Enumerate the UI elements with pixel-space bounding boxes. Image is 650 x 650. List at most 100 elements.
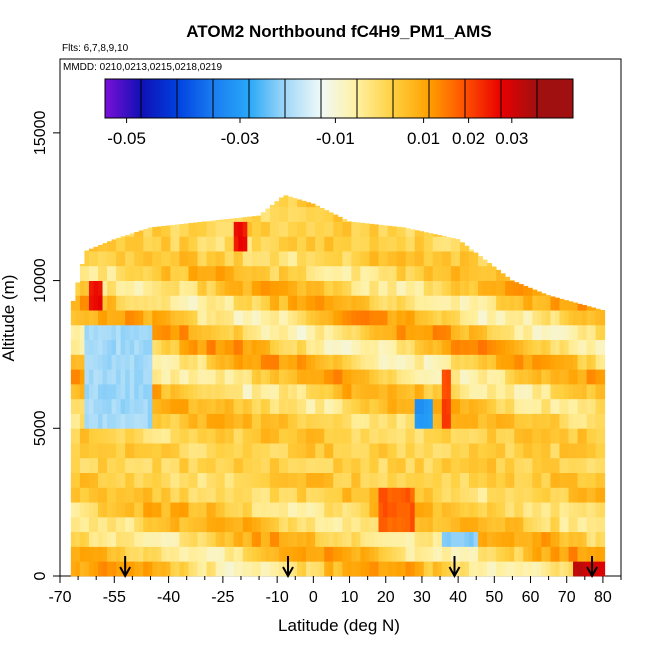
heatmap-cell bbox=[478, 531, 483, 547]
heatmap-cell bbox=[202, 516, 207, 533]
heatmap-cell bbox=[179, 383, 185, 400]
heatmap-cell bbox=[536, 295, 542, 311]
heatmap-cell bbox=[129, 413, 135, 429]
heatmap-cell bbox=[509, 546, 515, 562]
heatmap-cell bbox=[491, 546, 497, 562]
heatmap-cell bbox=[573, 502, 578, 518]
heatmap-cell bbox=[455, 310, 461, 326]
heatmap-cell bbox=[491, 413, 497, 429]
heatmap-cell bbox=[500, 413, 506, 429]
heatmap-cell bbox=[577, 303, 583, 311]
heatmap-cell bbox=[396, 398, 402, 414]
heatmap-cell bbox=[174, 224, 180, 237]
heatmap-cell bbox=[143, 457, 149, 473]
heatmap-cell bbox=[478, 428, 483, 444]
heatmap-cell bbox=[437, 369, 443, 385]
heatmap-cell bbox=[564, 487, 569, 503]
heatmap-cell bbox=[242, 413, 248, 429]
heatmap-cell bbox=[260, 443, 266, 459]
heatmap-cell bbox=[355, 502, 361, 518]
heatmap-cell bbox=[84, 398, 90, 414]
heatmap-cell bbox=[98, 295, 103, 311]
heatmap-cell bbox=[165, 516, 171, 533]
heatmap-cell bbox=[351, 531, 357, 547]
heatmap-cell bbox=[401, 398, 407, 414]
heatmap-cell bbox=[229, 472, 235, 488]
heatmap-cell bbox=[220, 428, 226, 444]
heatmap-cell bbox=[373, 398, 379, 414]
colorbar-segment bbox=[249, 79, 286, 118]
heatmap-cell bbox=[278, 236, 284, 252]
heatmap-cell bbox=[419, 231, 425, 237]
colorbar-tick-label: 0.02 bbox=[452, 129, 485, 148]
x-axis: -70 -55 -40 -25 -10 0 10 20 30 40 50 60 70 80 bbox=[48, 576, 622, 606]
heatmap-cell bbox=[297, 561, 302, 577]
heatmap-cell bbox=[129, 324, 135, 341]
x-tick-label: -10 bbox=[266, 589, 289, 606]
heatmap-cell bbox=[306, 413, 312, 429]
heatmap-cell bbox=[527, 561, 533, 577]
heatmap-cell bbox=[419, 561, 425, 577]
heatmap-cell bbox=[247, 251, 253, 267]
heatmap-cell bbox=[215, 428, 221, 444]
heatmap-cell bbox=[591, 457, 597, 473]
heatmap-cell bbox=[247, 339, 253, 355]
heatmap-cell bbox=[310, 428, 316, 444]
heatmap-cell bbox=[595, 457, 601, 473]
heatmap-cell bbox=[274, 201, 280, 208]
heatmap-cell bbox=[487, 324, 492, 341]
heatmap-cell bbox=[491, 369, 497, 385]
heatmap-cell bbox=[238, 531, 244, 547]
heatmap-cell bbox=[229, 295, 235, 311]
heatmap-cell bbox=[523, 428, 529, 444]
heatmap-cell bbox=[297, 324, 302, 341]
heatmap-cell bbox=[93, 280, 99, 296]
heatmap-cell bbox=[215, 531, 221, 547]
heatmap-cell bbox=[278, 516, 284, 533]
heatmap-cell bbox=[165, 354, 171, 370]
heatmap-cell bbox=[193, 236, 198, 252]
heatmap-cell bbox=[564, 324, 569, 341]
heatmap-cell bbox=[197, 265, 203, 281]
heatmap-cell bbox=[514, 310, 520, 326]
heatmap-cell bbox=[536, 383, 542, 400]
heatmap-cell bbox=[419, 487, 425, 503]
heatmap-cell bbox=[134, 472, 140, 488]
heatmap-cell bbox=[564, 546, 569, 562]
heatmap-cell bbox=[152, 226, 158, 237]
heatmap-cell bbox=[70, 354, 76, 370]
heatmap-cell bbox=[500, 428, 506, 444]
heatmap-cell bbox=[188, 457, 194, 473]
heatmap-cell bbox=[482, 339, 488, 355]
heatmap-cell bbox=[197, 280, 203, 296]
heatmap-cell bbox=[459, 413, 465, 429]
heatmap-cell bbox=[116, 487, 122, 503]
heatmap-cell bbox=[527, 339, 533, 355]
heatmap-cell bbox=[292, 295, 298, 311]
heatmap-cell bbox=[238, 413, 244, 429]
heatmap-cell bbox=[75, 324, 81, 341]
heatmap-cell bbox=[333, 339, 339, 355]
heatmap-cell bbox=[242, 546, 248, 562]
heatmap-cell bbox=[315, 324, 321, 341]
heatmap-cell bbox=[559, 324, 565, 341]
heatmap-cell bbox=[500, 273, 506, 281]
heatmap-cell bbox=[120, 280, 126, 296]
heatmap-cell bbox=[364, 502, 370, 518]
heatmap-cell bbox=[419, 339, 425, 355]
heatmap-cell bbox=[116, 383, 122, 400]
heatmap-cell bbox=[559, 487, 565, 503]
heatmap-cell bbox=[328, 531, 334, 547]
heatmap-cell bbox=[410, 531, 416, 547]
heatmap-cell bbox=[514, 428, 520, 444]
heatmap-cell bbox=[532, 339, 538, 355]
heatmap-cell bbox=[455, 531, 461, 547]
heatmap-cell bbox=[523, 472, 529, 488]
heatmap-cell bbox=[595, 413, 601, 429]
heatmap-cell bbox=[134, 398, 140, 414]
heatmap-cell bbox=[373, 295, 379, 311]
heatmap-cell bbox=[283, 251, 289, 267]
heatmap-cell bbox=[545, 561, 551, 577]
heatmap-cell bbox=[156, 295, 162, 311]
heatmap-cell bbox=[351, 487, 357, 503]
